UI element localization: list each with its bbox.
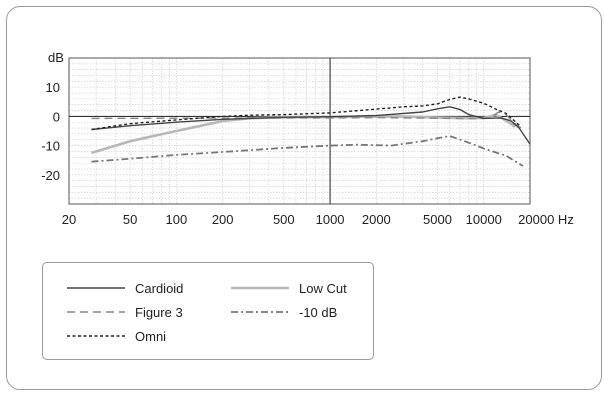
- y-tick-label: -20: [41, 168, 60, 183]
- legend-swatch: [67, 287, 125, 289]
- legend-label: Figure 3: [135, 304, 183, 320]
- x-tick-label: 2000: [362, 212, 391, 227]
- legend-item-low-cut: Low Cut: [231, 279, 347, 297]
- series-line-figure-3: [91, 111, 524, 131]
- series-layer: [91, 96, 531, 167]
- grid: [68, 57, 531, 205]
- legend-label: -10 dB: [299, 304, 338, 320]
- series-line-cardioid: [91, 106, 531, 145]
- y-tick-label: 10: [46, 80, 60, 95]
- x-tick-label: 100: [166, 212, 188, 227]
- legend-swatch: [231, 311, 289, 313]
- chart-panel: [6, 6, 602, 390]
- legend: Cardioid Low Cut Figure 3 -10 dB Omni: [42, 262, 374, 360]
- y-tick-label: 0: [53, 109, 60, 124]
- legend-swatch: [67, 311, 125, 313]
- y-tick-label: -10: [41, 139, 60, 154]
- x-tick-label: 20: [62, 212, 76, 227]
- x-tick-label: 20000 Hz: [518, 212, 574, 227]
- x-tick-label: 50: [123, 212, 137, 227]
- legend-swatch: [231, 286, 289, 290]
- legend-swatch: [67, 335, 125, 337]
- legend-item-10-db: -10 dB: [231, 303, 337, 321]
- x-tick-label: 500: [273, 212, 295, 227]
- legend-label: Omni: [135, 328, 167, 344]
- axes: [68, 57, 531, 205]
- legend-item-omni: Omni: [67, 327, 166, 345]
- series-line-omni: [91, 96, 520, 131]
- x-tick-label: 1000: [316, 212, 345, 227]
- y-axis-label: dB: [48, 50, 64, 65]
- series-line-10-db: [91, 135, 524, 167]
- plot-frame: [68, 57, 531, 205]
- x-tick-label: 10000: [466, 212, 502, 227]
- legend-item-cardioid: Cardioid: [67, 279, 183, 297]
- legend-label: Cardioid: [135, 280, 184, 296]
- legend-item-figure-3: Figure 3: [67, 303, 183, 321]
- legend-label: Low Cut: [299, 280, 347, 296]
- x-tick-label: 5000: [423, 212, 452, 227]
- x-tick-label: 200: [212, 212, 234, 227]
